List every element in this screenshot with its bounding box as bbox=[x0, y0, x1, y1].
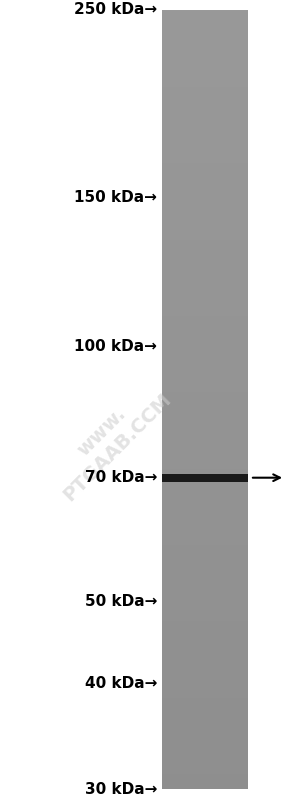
Text: www.
PTGAAB.CCM: www. PTGAAB.CCM bbox=[44, 374, 175, 505]
Text: 100 kDa→: 100 kDa→ bbox=[74, 339, 157, 354]
Bar bbox=[162, 474, 248, 482]
Text: 40 kDa→: 40 kDa→ bbox=[85, 676, 157, 691]
Text: 250 kDa→: 250 kDa→ bbox=[74, 2, 157, 18]
Text: 30 kDa→: 30 kDa→ bbox=[85, 781, 157, 797]
Text: 150 kDa→: 150 kDa→ bbox=[74, 190, 157, 205]
Text: 50 kDa→: 50 kDa→ bbox=[85, 594, 157, 609]
Text: 70 kDa→: 70 kDa→ bbox=[85, 470, 157, 485]
